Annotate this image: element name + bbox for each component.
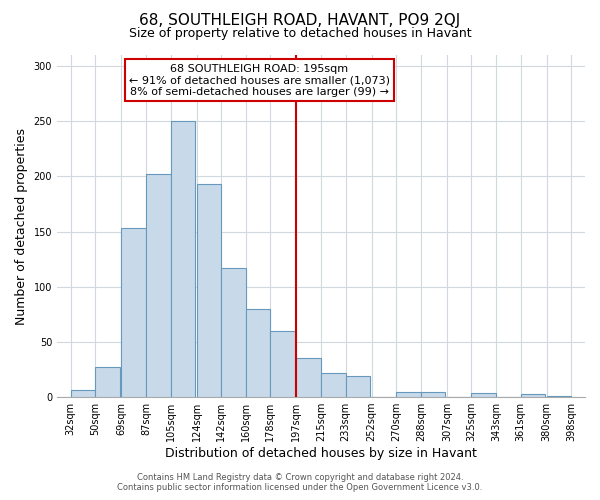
Bar <box>221 268 246 397</box>
Bar <box>521 394 545 397</box>
Text: Contains HM Land Registry data © Crown copyright and database right 2024.
Contai: Contains HM Land Registry data © Crown c… <box>118 473 482 492</box>
Bar <box>95 368 120 397</box>
X-axis label: Distribution of detached houses by size in Havant: Distribution of detached houses by size … <box>165 447 477 460</box>
Text: 68 SOUTHLEIGH ROAD: 195sqm
← 91% of detached houses are smaller (1,073)
8% of se: 68 SOUTHLEIGH ROAD: 195sqm ← 91% of deta… <box>129 64 390 97</box>
Bar <box>121 228 146 397</box>
Bar <box>321 373 346 397</box>
Text: 68, SOUTHLEIGH ROAD, HAVANT, PO9 2QJ: 68, SOUTHLEIGH ROAD, HAVANT, PO9 2QJ <box>139 12 461 28</box>
Bar <box>396 392 421 397</box>
Text: Size of property relative to detached houses in Havant: Size of property relative to detached ho… <box>128 28 472 40</box>
Bar <box>296 358 321 397</box>
Bar <box>246 309 271 397</box>
Bar <box>71 390 95 397</box>
Bar <box>547 396 571 397</box>
Bar <box>421 392 445 397</box>
Y-axis label: Number of detached properties: Number of detached properties <box>15 128 28 324</box>
Bar <box>146 174 170 397</box>
Bar <box>346 376 370 397</box>
Bar <box>271 331 295 397</box>
Bar <box>170 121 195 397</box>
Bar <box>472 392 496 397</box>
Bar <box>197 184 221 397</box>
